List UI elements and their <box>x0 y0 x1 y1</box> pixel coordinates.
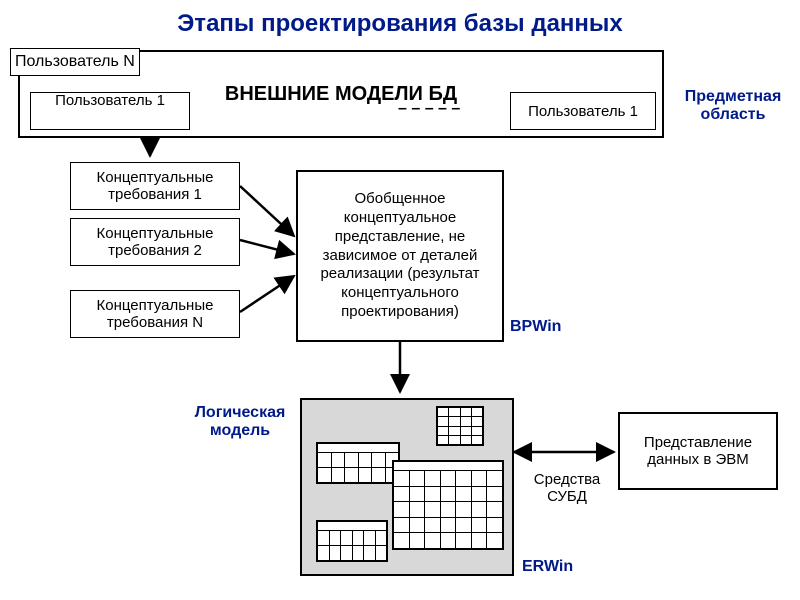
req-box-n: Концептуальные требования N <box>70 290 240 338</box>
req-box-1: Концептуальные требования 1 <box>70 162 240 210</box>
subject-area-label: Предметная область <box>668 88 798 123</box>
req-box-1-label: Концептуальные требования 1 <box>75 169 235 203</box>
user-box-n-label: Пользователь N <box>15 53 135 71</box>
concept-box: Обобщенное концептуальное представление,… <box>296 170 504 342</box>
mini-table-2 <box>392 460 504 550</box>
mini-table-1 <box>316 442 400 484</box>
bpwin-label: BPWin <box>510 318 561 336</box>
req-box-2: Концептуальные требования 2 <box>70 218 240 266</box>
req-box-n-label: Концептуальные требования N <box>75 297 235 331</box>
mini-table-0 <box>436 406 484 446</box>
user-box-n: Пользователь N <box>10 48 140 76</box>
mini-table-3 <box>316 520 388 562</box>
evm-box-text: Представление данных в ЭВМ <box>624 434 772 468</box>
erwin-label: ERWin <box>522 558 573 576</box>
req-box-2-label: Концептуальные требования 2 <box>75 225 235 259</box>
user-ellipsis: – – – – – <box>398 100 460 118</box>
user-box-2: Пользователь 1 <box>510 92 656 130</box>
user-box-1: Пользователь 1 <box>30 92 190 130</box>
user-box-1-label: Пользователь 1 <box>35 92 185 130</box>
concept-box-text: Обобщенное концептуальное представление,… <box>302 190 498 321</box>
page-title: Этапы проектирования базы данных <box>10 10 790 38</box>
user-box-2-label: Пользователь 1 <box>528 103 638 120</box>
evm-box: Представление данных в ЭВМ <box>618 412 778 490</box>
dbms-tools-label: Средства СУБД <box>522 472 612 505</box>
logical-model-label: Логическая модель <box>180 404 300 439</box>
